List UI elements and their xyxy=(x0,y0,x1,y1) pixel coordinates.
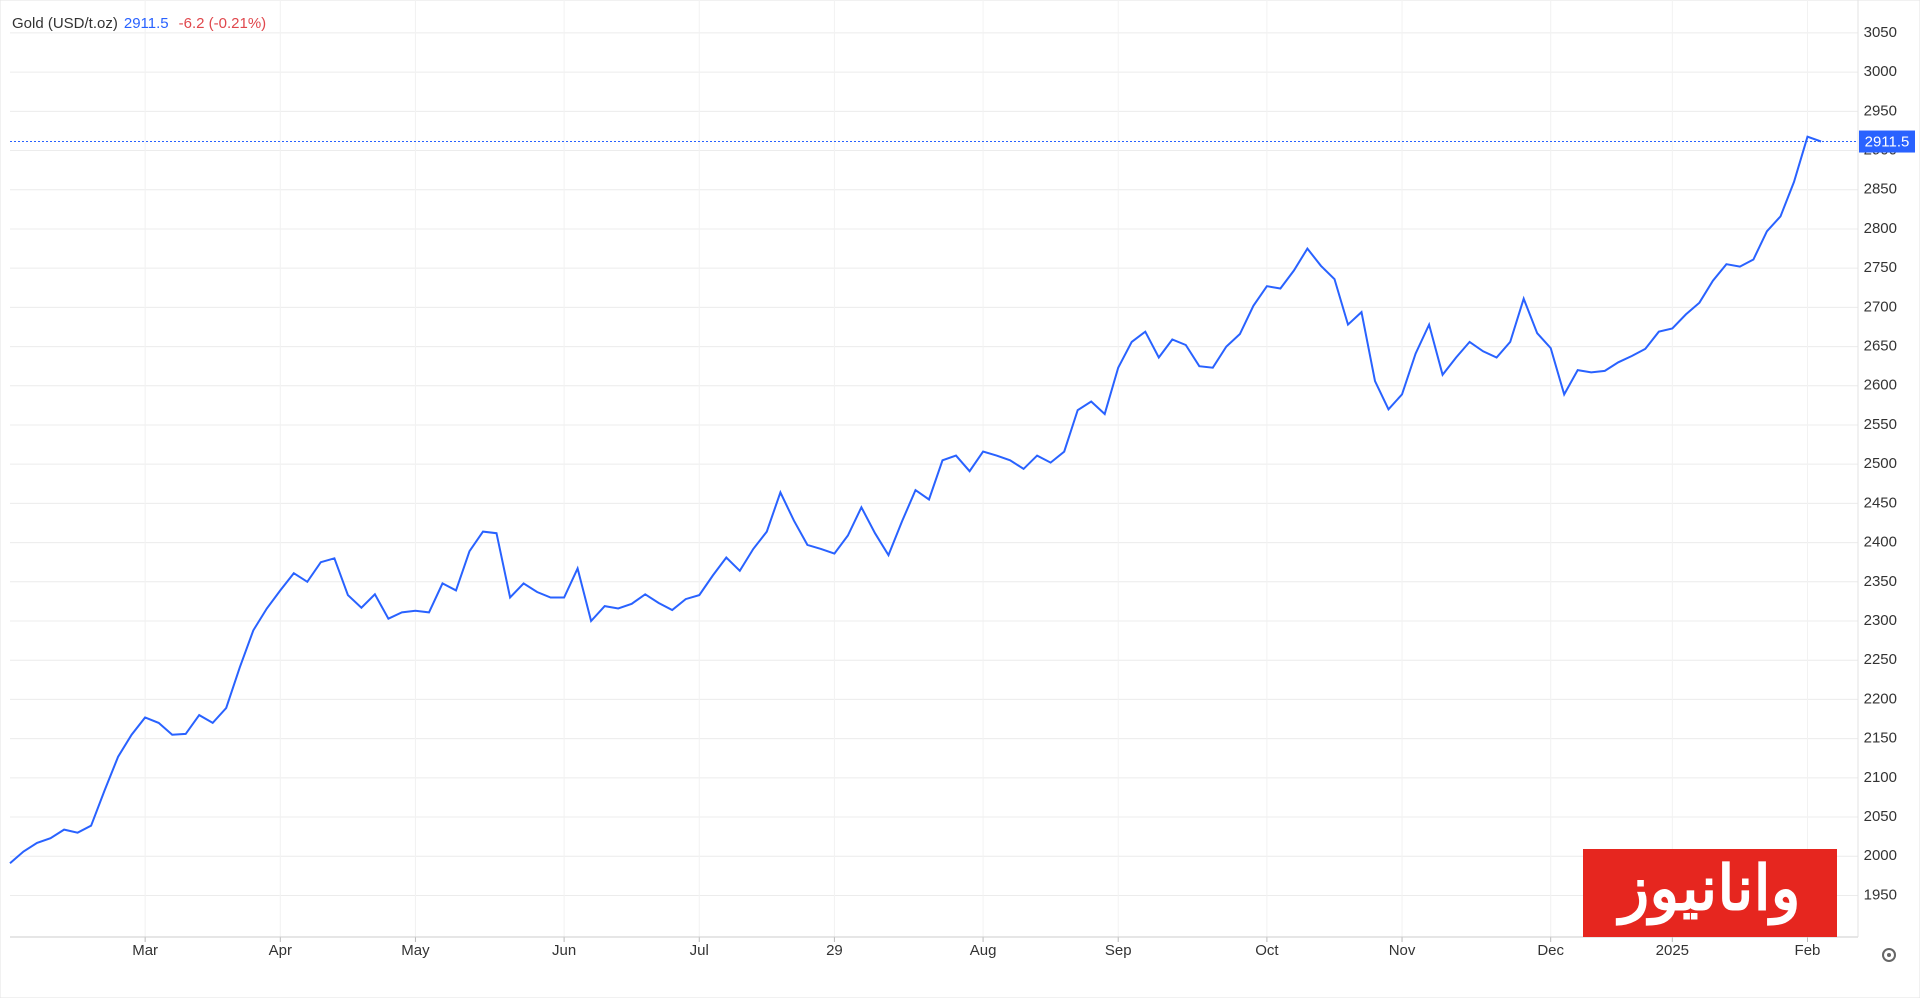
x-tick-label: Jul xyxy=(690,942,709,959)
watermark: وانانیوز xyxy=(1615,854,1800,926)
y-tick-label: 2300 xyxy=(1864,612,1897,629)
y-tick-label: 3000 xyxy=(1864,63,1897,80)
y-tick-label: 2550 xyxy=(1864,416,1897,433)
y-tick-label: 1950 xyxy=(1864,886,1897,903)
x-tick-label: Apr xyxy=(269,942,292,959)
y-tick-label: 2400 xyxy=(1864,534,1897,551)
y-tick-label: 2950 xyxy=(1864,102,1897,119)
y-tick-label: 2850 xyxy=(1864,181,1897,198)
x-tick-label: Jun xyxy=(552,942,576,959)
x-tick-label: Sep xyxy=(1105,942,1132,959)
x-tick-label: Mar xyxy=(132,942,158,959)
y-tick-label: 2450 xyxy=(1864,494,1897,511)
x-tick-label: May xyxy=(401,942,430,959)
gear-ring xyxy=(1882,948,1896,962)
current-value: 2911.5 xyxy=(124,15,169,32)
x-tick-label: Dec xyxy=(1537,942,1564,959)
y-tick-label: 2800 xyxy=(1864,220,1897,237)
last-value-label: 2911.5 xyxy=(1865,133,1910,150)
y-tick-label: 2200 xyxy=(1864,690,1897,707)
y-tick-label: 2000 xyxy=(1864,847,1897,864)
watermark-box xyxy=(1583,849,1837,937)
last-value-badge xyxy=(1859,130,1915,153)
x-tick-label: Oct xyxy=(1255,942,1279,959)
y-tick-label: 2750 xyxy=(1864,259,1897,276)
y-tick-label: 2700 xyxy=(1864,298,1897,315)
price-line xyxy=(9,135,1822,865)
y-tick-label: 2600 xyxy=(1864,377,1897,394)
x-tick-label: Feb xyxy=(1795,942,1821,959)
x-tick-label: Nov xyxy=(1389,942,1416,959)
y-tick-label: 2350 xyxy=(1864,573,1897,590)
x-tick-label: 29 xyxy=(826,942,843,959)
x-tick-label: Aug xyxy=(970,942,997,959)
y-tick-label: 3050 xyxy=(1864,24,1897,41)
chart-title: Gold (USD/t.oz) xyxy=(12,15,118,32)
settings-icon[interactable] xyxy=(1882,948,1896,962)
grid xyxy=(10,0,1858,937)
change: -6.2 (-0.21%) xyxy=(179,15,267,32)
y-tick-label: 2150 xyxy=(1864,730,1897,747)
y-tick-label: 2050 xyxy=(1864,808,1897,825)
x-tick-label: 2025 xyxy=(1656,942,1689,959)
y-tick-label: 2250 xyxy=(1864,651,1897,668)
y-tick-label: 2100 xyxy=(1864,769,1897,786)
gear-hub xyxy=(1887,953,1891,957)
y-tick-label: 2650 xyxy=(1864,338,1897,355)
y-tick-label: 2500 xyxy=(1864,455,1897,472)
